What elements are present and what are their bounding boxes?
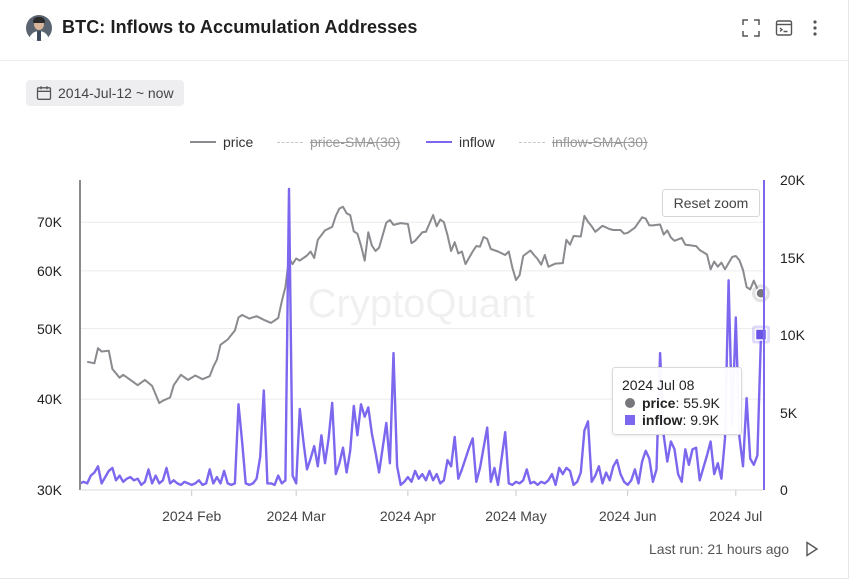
x-axis-tick-label: 2024 Jul xyxy=(709,508,763,524)
x-axis-tick-label: 2024 May xyxy=(485,508,547,524)
left-axis-tick-label: 40K xyxy=(37,391,62,408)
left-axis-tick-label: 70K xyxy=(37,214,62,231)
right-axis-tick-label: 10K xyxy=(780,327,805,343)
legend-item-inflow-sma[interactable]: inflow-SMA(30) xyxy=(519,134,648,150)
legend-swatch xyxy=(190,141,216,143)
legend-label: price xyxy=(223,134,254,150)
calendar-icon xyxy=(36,86,52,100)
right-axis-tick-label: 20K xyxy=(780,172,805,188)
left-axis-tick-label: 30K xyxy=(37,482,62,498)
date-range-label: 2014-Jul-12 ~ now xyxy=(58,85,174,101)
chart-title: BTC: Inflows to Accumulation Addresses xyxy=(62,17,418,37)
right-axis-tick-label: 0 xyxy=(780,482,788,498)
tooltip-inflow-value: 9.9K xyxy=(690,412,720,428)
legend-item-price[interactable]: price xyxy=(190,134,253,150)
chart-header: BTC: Inflows to Accumulation Addresses xyxy=(0,0,848,61)
fullscreen-icon[interactable] xyxy=(741,18,761,38)
legend-item-price-sma[interactable]: price-SMA(30) xyxy=(277,134,400,150)
reset-zoom-button[interactable]: Reset zoom xyxy=(662,189,760,217)
legend-swatch xyxy=(519,141,545,143)
legend-swatch xyxy=(277,141,303,143)
legend-item-inflow[interactable]: inflow xyxy=(426,134,495,150)
play-icon[interactable] xyxy=(804,540,820,558)
more-vertical-icon[interactable] xyxy=(805,18,825,38)
x-axis-tick-label: 2024 Feb xyxy=(162,508,222,524)
x-axis-tick-label: 2024 Apr xyxy=(379,508,436,524)
right-axis-tick-label: 15K xyxy=(780,249,805,266)
tooltip-price-row: price: 55.9K xyxy=(625,395,720,411)
terminal-icon[interactable] xyxy=(774,18,794,38)
x-axis-tick-label: 2024 Mar xyxy=(266,508,326,524)
tooltip-inflow-label: inflow xyxy=(642,412,683,428)
legend-swatch xyxy=(426,141,452,143)
x-axis-tick-label: 2024 Jun xyxy=(598,508,657,524)
chart-legend: price price-SMA(30) inflow inflow-SMA(30… xyxy=(0,134,848,154)
left-axis-tick-label: 60K xyxy=(37,262,62,279)
series-line-inflow xyxy=(79,187,763,487)
tooltip-price-value: 55.9K xyxy=(683,395,720,411)
inflow-marker-icon xyxy=(625,415,635,425)
legend-label: price-SMA(30) xyxy=(310,134,401,150)
tooltip-inflow-row: inflow: 9.9K xyxy=(625,412,719,428)
tooltip-date: 2024 Jul 08 xyxy=(622,377,695,393)
right-axis-tick-label: 5K xyxy=(780,404,798,421)
series-line-price xyxy=(86,205,762,405)
last-run-label: Last run: 21 hours ago xyxy=(649,541,790,557)
tooltip-price-label: price xyxy=(642,395,676,411)
left-axis-tick-label: 50K xyxy=(37,320,62,337)
price-marker-icon xyxy=(625,398,635,408)
chart-tooltip: 2024 Jul 08 price: 55.9K inflow: 9.9K xyxy=(612,367,742,435)
author-avatar[interactable] xyxy=(26,15,52,41)
date-range-picker[interactable]: 2014-Jul-12 ~ now xyxy=(26,80,184,106)
legend-label: inflow xyxy=(459,134,495,150)
watermark: CryptoQuant xyxy=(308,282,535,326)
inflow-hover-marker xyxy=(754,328,768,341)
legend-label: inflow-SMA(30) xyxy=(552,134,648,150)
